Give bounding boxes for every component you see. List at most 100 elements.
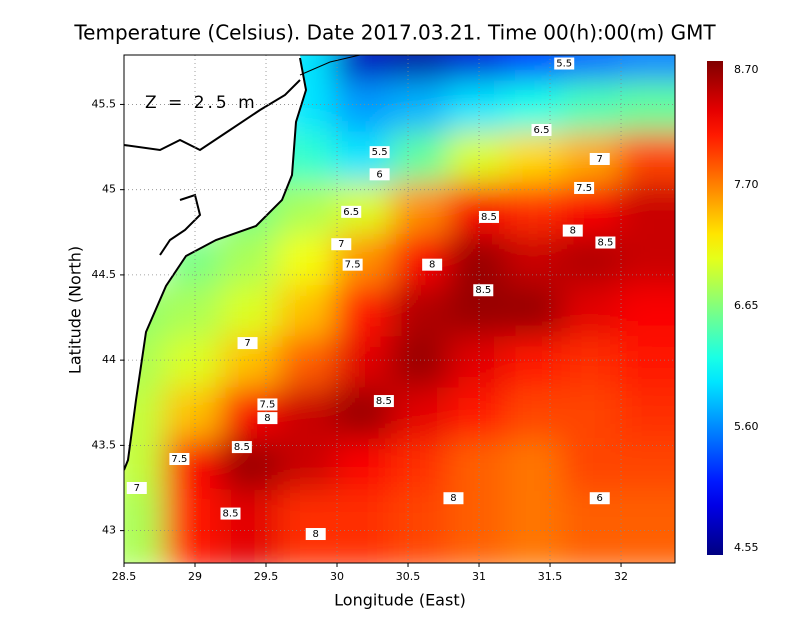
contour-label-text: 7 xyxy=(244,338,250,349)
contour-label-box xyxy=(443,492,464,505)
contour-label-box xyxy=(237,337,258,350)
contour-label-text: 8.5 xyxy=(475,285,491,296)
contour-label: 8.5 xyxy=(373,395,394,408)
colorbar-tick-label: 8.70 xyxy=(734,63,759,76)
contour-label-box xyxy=(562,224,583,237)
colorbar-tick-label: 5.60 xyxy=(734,420,759,433)
contour-label: 7.5 xyxy=(169,453,190,466)
colorbar-tick-label: 4.55 xyxy=(734,541,759,554)
depth-annotation: Z = 2.5 m xyxy=(145,93,258,113)
contour-label-box xyxy=(231,441,252,454)
contour-label-text: 7.5 xyxy=(345,260,361,271)
contour-label: 8.5 xyxy=(473,284,494,297)
contour-label: 7 xyxy=(331,238,352,251)
contour-label-box xyxy=(473,284,494,297)
contour-label-text: 8.5 xyxy=(481,212,497,223)
land xyxy=(124,55,306,470)
contour-label: 7.5 xyxy=(342,258,363,271)
coastline-north xyxy=(299,55,361,76)
contour-label-text: 6.5 xyxy=(343,207,359,218)
contour-label-box xyxy=(169,453,190,466)
contour-label: 8 xyxy=(422,258,443,271)
y-tick-label: 44.5 xyxy=(92,268,117,281)
y-axis-label: Latitude (North) xyxy=(66,246,85,374)
contour-label: 8.5 xyxy=(220,507,241,520)
contour-label-text: 8.5 xyxy=(376,396,392,407)
contour-label-box xyxy=(531,124,552,137)
contour-label: 7 xyxy=(237,337,258,350)
colorbar-tick-label: 7.70 xyxy=(734,178,759,191)
contour-label-text: 8 xyxy=(313,529,319,540)
contour-label-text: 7 xyxy=(597,154,603,165)
contour-label-text: 6 xyxy=(376,169,382,180)
contour-label: 5.5 xyxy=(554,57,575,70)
x-axis-label: Longitude (East) xyxy=(334,591,466,610)
contour-label-text: 8 xyxy=(429,260,435,271)
colorbar xyxy=(707,61,723,555)
contour-label: 8.5 xyxy=(595,236,616,249)
contour-label: 8 xyxy=(257,412,278,425)
contour-label-box xyxy=(257,398,278,411)
contour-label-box xyxy=(589,492,610,505)
contour-label-box xyxy=(369,168,390,181)
contour-label-box xyxy=(257,412,278,425)
field-cell xyxy=(618,489,675,563)
contour-label-box xyxy=(126,481,147,494)
contour-label: 6.5 xyxy=(531,124,552,137)
contour-label: 8 xyxy=(562,224,583,237)
plot-area: 5.56.577.55.566.577.5 88.588.58.577.588.5… xyxy=(124,55,675,563)
contour-label-box xyxy=(220,507,241,520)
contour-label-box xyxy=(478,210,499,223)
contour-label-text: 8 xyxy=(450,493,456,504)
contour-label-box xyxy=(369,146,390,159)
contour-label-box xyxy=(554,57,575,70)
contour-label-text: 7.5 xyxy=(171,454,187,465)
coastline-inland xyxy=(124,79,301,152)
x-tick-label: 30 xyxy=(330,570,344,583)
contour-label-text: 5.5 xyxy=(556,59,572,70)
contour-label-box xyxy=(331,238,352,251)
y-tick-label: 45 xyxy=(102,183,116,196)
contour-label-text: 6.5 xyxy=(534,125,550,136)
contour-label-box xyxy=(373,395,394,408)
x-tick-label: 31.5 xyxy=(538,570,563,583)
contour-label-text: 8.5 xyxy=(234,442,250,453)
contour-label-text: 7 xyxy=(134,483,140,494)
contour-label: 6.5 xyxy=(341,205,362,218)
x-tick-label: 31 xyxy=(472,570,486,583)
contour-label: 7.5 xyxy=(257,398,278,411)
contour-label-text: 7.5 xyxy=(576,183,592,194)
contour-label-text: 8 xyxy=(570,226,576,237)
axes: 28.5 29 29.5 30 30.5 31 31.5 32 43 43.5 44 44.5 45 45… xyxy=(92,97,629,583)
contour-label-text: 5.5 xyxy=(372,147,388,158)
coastline xyxy=(124,57,308,471)
contour-label-box xyxy=(422,258,443,271)
contour-label-text: 6 xyxy=(597,493,603,504)
contour-label: 5.5 xyxy=(369,146,390,159)
contour-label-box xyxy=(589,152,610,165)
contour-label: 6 xyxy=(589,492,610,505)
lake-outline xyxy=(159,193,202,256)
x-tick-label: 29.5 xyxy=(254,570,279,583)
contour-label: 7 xyxy=(126,481,147,494)
contour-label-box xyxy=(305,528,326,541)
contour-label: 8.5 xyxy=(478,210,499,223)
contour-label-text: 7 xyxy=(338,239,344,250)
contour-labels: 5.56.577.55.566.577.5 88.588.58.577.588.5… xyxy=(126,57,616,541)
contour-label-box xyxy=(341,205,362,218)
contour-label-text: 7.5 xyxy=(259,399,275,410)
contour-label-box xyxy=(342,258,363,271)
contour-label: 7 xyxy=(589,152,610,165)
x-tick-label: 30.5 xyxy=(396,570,421,583)
contour-label-box xyxy=(595,236,616,249)
y-tick-label: 44 xyxy=(102,353,116,366)
chart-title: Temperature (Celsius). Date 2017.03.21. … xyxy=(73,21,716,45)
contour-label: 6 xyxy=(369,168,390,181)
x-tick-label: 28.5 xyxy=(112,570,137,583)
contour-label-text: 8.5 xyxy=(597,238,613,249)
contour-label: 8 xyxy=(305,528,326,541)
y-tick-label: 45.5 xyxy=(92,97,117,110)
plot-frame xyxy=(123,54,676,564)
contour-label: 8.5 xyxy=(231,441,252,454)
